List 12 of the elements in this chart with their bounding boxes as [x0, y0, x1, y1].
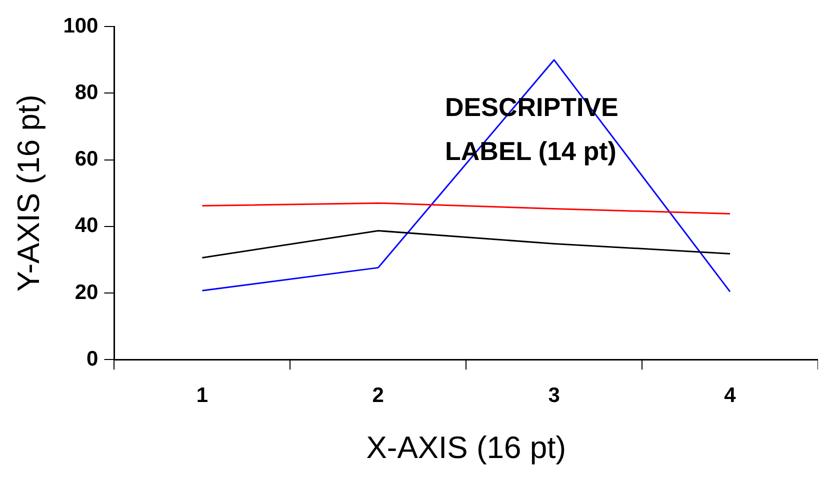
y-tick-label: 60	[74, 148, 98, 171]
x-tick-label: 3	[548, 384, 560, 407]
y-tick-label: 100	[63, 14, 98, 38]
x-axis-title: X-AXIS (16 pt)	[366, 430, 566, 465]
y-axis-title: Y-AXIS (16 pt)	[11, 94, 46, 292]
y-tick-label: 40	[74, 214, 98, 238]
x-tick-label: 1	[196, 384, 208, 407]
x-tick-label: 4	[724, 384, 736, 407]
y-tick-label: 0	[86, 347, 98, 370]
x-tick-label: 2	[372, 384, 384, 407]
y-tick-label: 80	[74, 80, 98, 104]
y-tick-label: 20	[74, 280, 98, 304]
